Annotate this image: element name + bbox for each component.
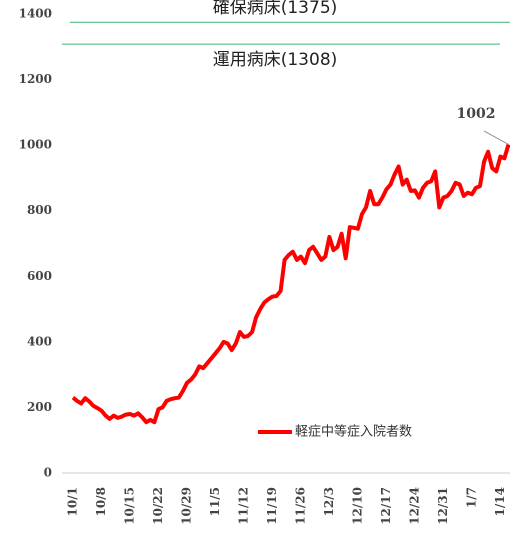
x-tick-label: 10/8 <box>94 487 108 516</box>
y-tick-label: 600 <box>27 269 52 283</box>
x-tick-label: 10/1 <box>66 487 80 516</box>
reference-label: 運用病床(1308) <box>213 50 338 70</box>
x-tick-label: 10/15 <box>122 487 136 525</box>
y-tick-label: 0 <box>44 466 52 480</box>
x-tick-label: 10/22 <box>151 487 165 525</box>
y-tick-label: 1400 <box>19 7 52 21</box>
y-tick-label: 400 <box>27 334 52 348</box>
x-tick-label: 12/17 <box>379 487 393 525</box>
legend-label: 軽症中等症入院者数 <box>295 424 412 440</box>
x-tick-label: 11/26 <box>293 487 307 525</box>
y-tick-label: 1000 <box>19 138 52 152</box>
x-tick-label: 1/14 <box>493 487 507 516</box>
x-tick-label: 1/7 <box>464 487 478 508</box>
x-tick-label: 10/29 <box>179 487 193 525</box>
x-tick-label: 11/12 <box>236 487 250 525</box>
x-tick-label: 12/24 <box>407 487 421 525</box>
reference-label: 確保病床(1375) <box>213 0 338 18</box>
x-tick-label: 11/19 <box>265 487 279 525</box>
x-tick-label: 11/5 <box>208 487 222 516</box>
data-line <box>71 143 510 425</box>
x-tick-label: 12/31 <box>436 487 450 525</box>
y-tick-label: 800 <box>27 203 52 217</box>
x-tick-label: 12/3 <box>322 487 336 516</box>
y-tick-label: 200 <box>27 400 52 414</box>
annotation-leader <box>483 130 509 145</box>
x-tick-label: 12/10 <box>350 487 364 525</box>
annotation: 1002 <box>457 106 496 122</box>
y-tick-label: 1200 <box>19 72 52 86</box>
